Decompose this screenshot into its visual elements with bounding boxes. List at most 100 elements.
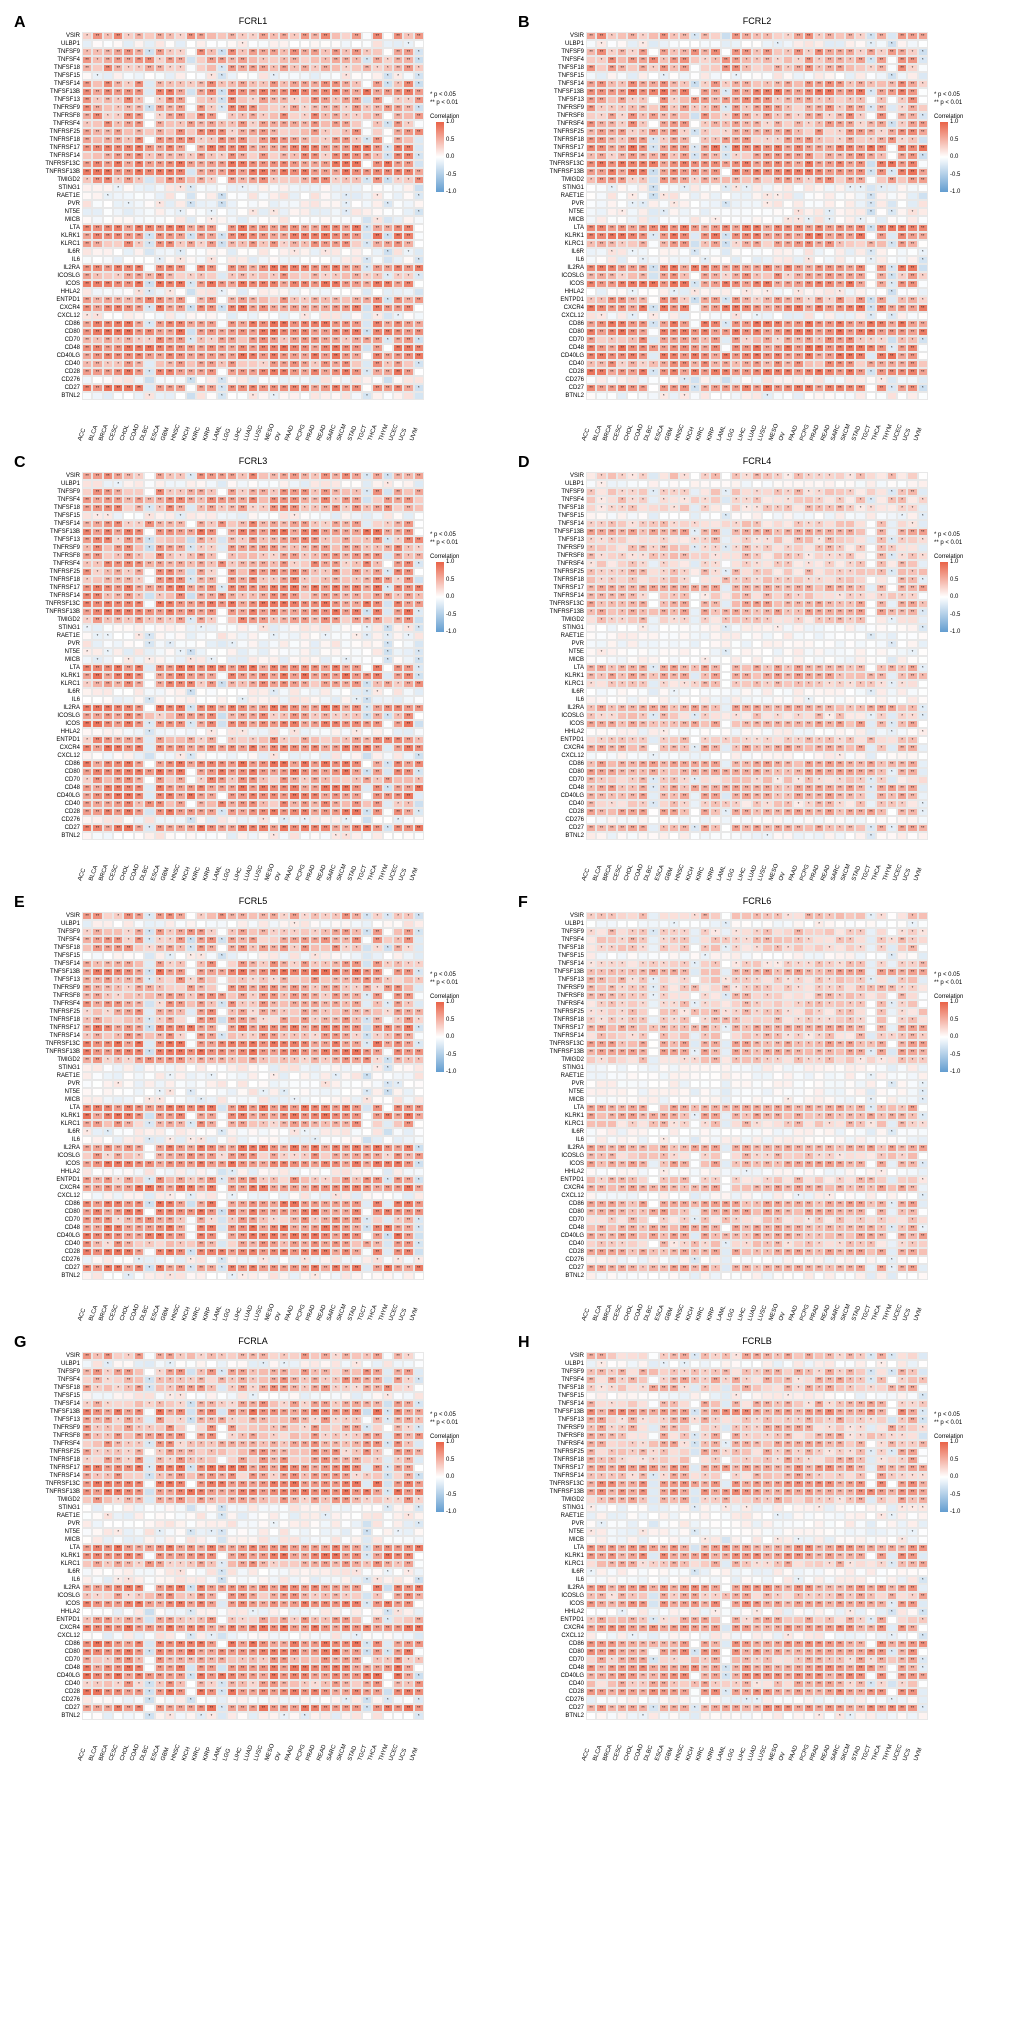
heatmap-cell: **	[669, 176, 679, 184]
heatmap-cell: **	[310, 48, 320, 56]
heatmap-cell: **	[217, 560, 227, 568]
heatmap-cell: *	[196, 736, 206, 744]
heatmap-cell: **	[403, 472, 413, 480]
heatmap-cell: **	[835, 224, 845, 232]
heatmap-cell: *	[341, 48, 351, 56]
heatmap-cell	[186, 104, 196, 112]
heatmap-cell: **	[258, 136, 268, 144]
heatmap-cell	[824, 200, 834, 208]
heatmap-cell: **	[690, 96, 700, 104]
heatmap-cell: **	[206, 160, 216, 168]
heatmap-cell: **	[82, 536, 92, 544]
heatmap-cell	[165, 832, 175, 840]
heatmap-cell: **	[331, 104, 341, 112]
heatmap-cell	[752, 200, 762, 208]
heatmap-cell	[897, 288, 907, 296]
heatmap-cell: **	[731, 352, 741, 360]
heatmap-cell: *	[648, 136, 658, 144]
heatmap-cell: **	[362, 672, 372, 680]
heatmap-cell: *	[92, 96, 102, 104]
heatmap-cell	[144, 592, 154, 600]
heatmap-cell: *	[320, 536, 330, 544]
heatmap-cell	[144, 600, 154, 608]
heatmap-cell: **	[134, 824, 144, 832]
heatmap-cell	[414, 392, 424, 400]
heatmap-cell: **	[414, 584, 424, 592]
heatmap-cell	[123, 816, 133, 824]
heatmap-cell: **	[237, 744, 247, 752]
heatmap-cell: **	[393, 360, 403, 368]
heatmap-cell: **	[279, 672, 289, 680]
heatmap-cell: **	[92, 144, 102, 152]
heatmap-cell: *	[258, 576, 268, 584]
heatmap-cell: *	[206, 48, 216, 56]
heatmap-cell	[721, 72, 731, 80]
row-label: TNFSF13	[514, 536, 584, 544]
heatmap-cell	[248, 816, 258, 824]
heatmap-cell: **	[300, 800, 310, 808]
heatmap-cell: **	[351, 496, 361, 504]
heatmap-cell: **	[289, 160, 299, 168]
heatmap-cell: *	[731, 360, 741, 368]
heatmap-cell: *	[648, 64, 658, 72]
heatmap-cell: *	[175, 752, 185, 760]
heatmap-cell	[731, 392, 741, 400]
heatmap-cell	[762, 216, 772, 224]
heatmap-cell	[310, 648, 320, 656]
heatmap-cell: **	[237, 496, 247, 504]
heatmap-cell: *	[855, 48, 865, 56]
heatmap-cell: *	[362, 368, 372, 376]
heatmap-cell	[804, 184, 814, 192]
heatmap-cell: **	[383, 592, 393, 600]
heatmap-cell: *	[362, 536, 372, 544]
heatmap-cell: **	[237, 344, 247, 352]
heatmap-cell: **	[907, 328, 917, 336]
heatmap-cell: **	[113, 592, 123, 600]
heatmap-cell: *	[596, 296, 606, 304]
heatmap-cell: *	[351, 488, 361, 496]
heatmap-cell	[824, 256, 834, 264]
heatmap-cell	[907, 72, 917, 80]
heatmap-cell	[155, 248, 165, 256]
heatmap-cell: **	[165, 296, 175, 304]
heatmap-cell	[403, 200, 413, 208]
heatmap-cell: **	[269, 80, 279, 88]
heatmap-cell	[793, 72, 803, 80]
heatmap-cell	[372, 648, 382, 656]
row-label: CXCR4	[514, 304, 584, 312]
heatmap-cell: **	[403, 536, 413, 544]
heatmap-cell	[814, 72, 824, 80]
heatmap-cell	[144, 776, 154, 784]
heatmap-cell: **	[123, 720, 133, 728]
heatmap-cell	[196, 512, 206, 520]
heatmap-cell: *	[700, 104, 710, 112]
heatmap-cell: **	[237, 808, 247, 816]
heatmap-cell	[752, 480, 762, 488]
heatmap-cell: **	[237, 136, 247, 144]
heatmap-cell	[134, 72, 144, 80]
heatmap-cell: **	[92, 104, 102, 112]
heatmap-cell: **	[331, 168, 341, 176]
colorbar-tick: 0.5	[446, 137, 454, 143]
heatmap-cell: **	[876, 296, 886, 304]
heatmap-cell: **	[217, 280, 227, 288]
heatmap-cell: **	[814, 160, 824, 168]
heatmap-cell	[403, 312, 413, 320]
heatmap-cell: **	[175, 352, 185, 360]
heatmap-cell: **	[341, 536, 351, 544]
heatmap-cell: **	[248, 568, 258, 576]
heatmap-cell	[300, 656, 310, 664]
heatmap-cell: **	[123, 88, 133, 96]
heatmap-cell: **	[269, 584, 279, 592]
heatmap-cell: *	[607, 248, 617, 256]
heatmap-cell: **	[103, 824, 113, 832]
heatmap-cell: **	[144, 56, 154, 64]
heatmap-cell: *	[362, 704, 372, 712]
heatmap-cell: **	[341, 264, 351, 272]
heatmap-cell: **	[217, 352, 227, 360]
heatmap-cell: **	[845, 232, 855, 240]
row-label: TNFRSF14	[10, 592, 80, 600]
heatmap-cell: **	[165, 360, 175, 368]
heatmap-cell: **	[289, 344, 299, 352]
heatmap-cell: *	[866, 368, 876, 376]
